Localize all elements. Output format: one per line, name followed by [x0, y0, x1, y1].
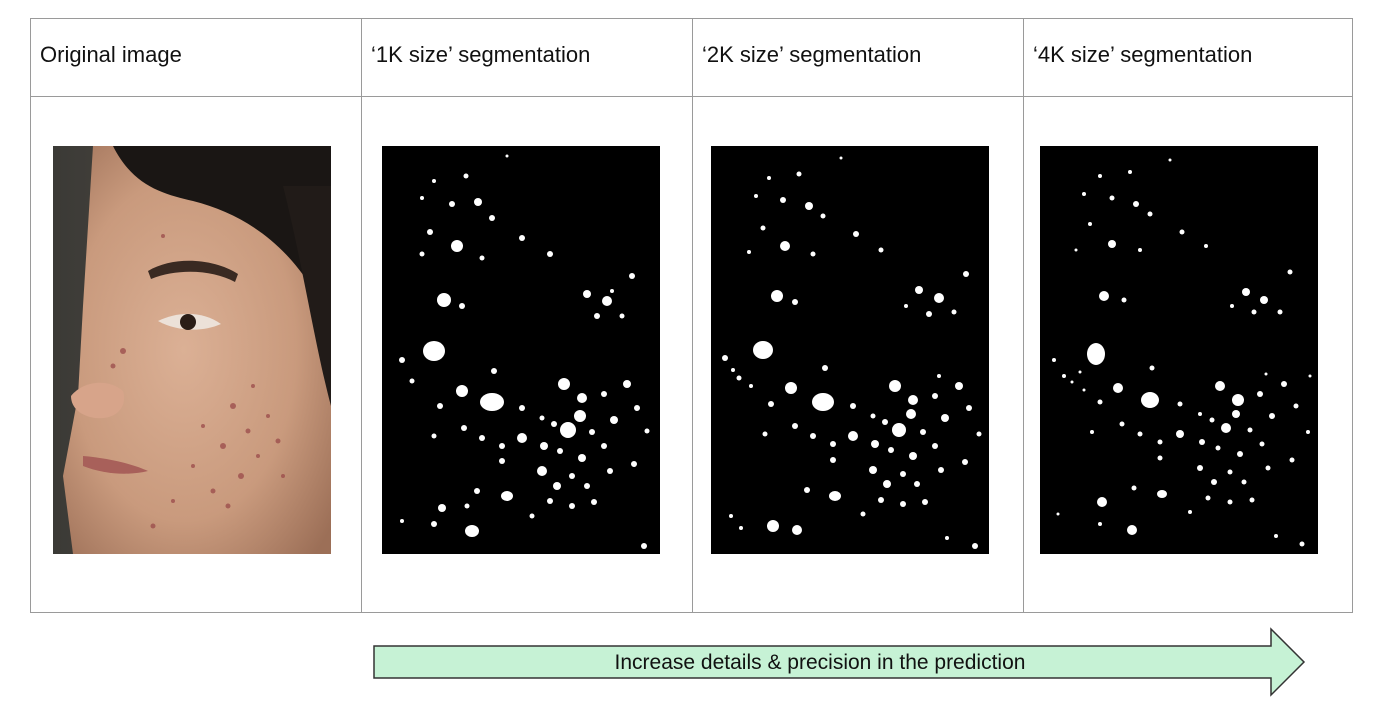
mask-4k-svg [1040, 146, 1318, 554]
acne-spots [110, 234, 285, 529]
mask-4k-spots [1052, 158, 1312, 547]
segmentation-mask-4k [1040, 146, 1318, 554]
mask-1k-svg [382, 146, 660, 554]
arrow-label: Increase details & precision in the pred… [614, 651, 1026, 674]
face-illustration [53, 146, 331, 554]
table-border-left [30, 18, 31, 613]
column-divider-1 [361, 18, 362, 613]
header-original-image: Original image [40, 42, 182, 67]
arrow-shape [373, 627, 1306, 697]
header-2k-segmentation: ‘2K size’ segmentation [702, 42, 922, 67]
table-border-bottom [30, 612, 1353, 613]
table-border-top [30, 18, 1353, 19]
header-1k-segmentation: ‘1K size’ segmentation [371, 42, 591, 67]
hair [113, 146, 331, 326]
segmentation-mask-1k [382, 146, 660, 554]
header-4k-segmentation: ‘4K size’ segmentation [1033, 42, 1253, 67]
mask-1k-spots [399, 154, 650, 549]
original-face-image [53, 146, 331, 554]
table-header-divider [30, 96, 1353, 97]
comparison-table: Original image ‘1K size’ segmentation ‘2… [30, 18, 1353, 613]
nose [71, 382, 125, 419]
mask-2k-spots [722, 156, 982, 549]
segmentation-mask-2k [711, 146, 989, 554]
table-border-right [1352, 18, 1353, 613]
column-divider-3 [1023, 18, 1024, 613]
progress-arrow: Increase details & precision in the pred… [372, 627, 1308, 699]
column-divider-2 [692, 18, 693, 613]
mask-2k-svg [711, 146, 989, 554]
eyebrow [148, 260, 238, 282]
lips [83, 456, 148, 474]
face-skin [63, 146, 331, 554]
